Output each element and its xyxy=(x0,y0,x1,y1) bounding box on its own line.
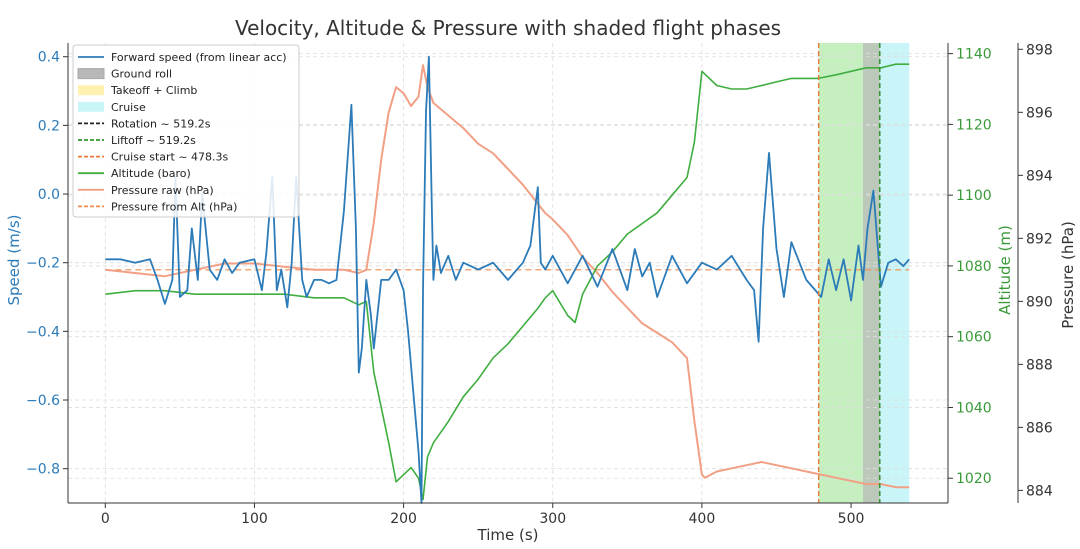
plot-frame xyxy=(67,43,1019,504)
x-tick-label: 100 xyxy=(241,511,268,527)
legend-label: Forward speed (from linear acc) xyxy=(111,51,287,64)
pressure-tick-label: 894 xyxy=(1026,168,1053,184)
legend-item: Ground roll xyxy=(77,68,172,81)
legend: Forward speed (from linear acc) Ground ro… xyxy=(72,44,300,218)
legend-label: Rotation ~ 519.2s xyxy=(111,117,211,130)
legend-item: Pressure from Alt (hPa) xyxy=(78,200,237,213)
speed-tick-label: −0.6 xyxy=(26,393,60,409)
series xyxy=(105,55,910,504)
altitude-tick-label: 1020 xyxy=(956,471,992,487)
speed-tick-label: 0.4 xyxy=(38,50,60,66)
series-pressure-raw xyxy=(105,64,910,489)
speed-tick-label: −0.2 xyxy=(26,256,60,272)
altitude-tick-label: 1080 xyxy=(956,259,992,275)
legend-box xyxy=(72,44,300,218)
legend-label: Altitude (baro) xyxy=(111,167,191,180)
x-axis: 0 100 200 300 400 500 xyxy=(101,503,865,527)
phase-markers xyxy=(817,43,881,503)
speed-tick-label: 0.0 xyxy=(38,187,60,203)
pressure-tick-label: 890 xyxy=(1026,294,1053,310)
legend-item: Cruise xyxy=(78,101,146,114)
legend-item: Liftoff ~ 519.2s xyxy=(78,134,196,147)
x-tick-label: 400 xyxy=(689,511,716,527)
legend-label: Takeoff + Climb xyxy=(110,84,197,97)
altitude-axis: 1020 1040 1060 1080 1100 1120 1140 xyxy=(948,47,992,487)
legend-swatch xyxy=(77,68,105,80)
pressure-axis-label: Pressure (hPa) xyxy=(1059,221,1077,329)
altitude-tick-label: 1120 xyxy=(956,117,992,133)
altitude-tick-label: 1060 xyxy=(956,330,992,346)
legend-item: Pressure raw (hPa) xyxy=(78,184,214,197)
series-altitude xyxy=(105,63,910,501)
pressure-tick-label: 892 xyxy=(1026,231,1053,247)
altitude-tick-label: 1140 xyxy=(956,47,992,63)
legend-item: Cruise start ~ 478.3s xyxy=(78,151,229,164)
altitude-tick-label: 1100 xyxy=(956,188,992,204)
altitude-tick-label: 1040 xyxy=(956,400,992,416)
legend-label: Pressure raw (hPa) xyxy=(111,184,214,197)
speed-tick-label: −0.8 xyxy=(26,462,60,478)
legend-item: Altitude (baro) xyxy=(78,167,191,180)
pressure-tick-label: 884 xyxy=(1026,483,1053,499)
pressure-axis: 884 886 888 890 892 894 896 898 xyxy=(1018,42,1053,499)
speed-tick-label: 0.2 xyxy=(38,118,60,134)
legend-label: Ground roll xyxy=(111,68,172,81)
pressure-tick-label: 896 xyxy=(1026,105,1053,121)
phase-shading xyxy=(818,43,910,503)
legend-swatch xyxy=(78,101,104,112)
altitude-axis-label: Altitude (m) xyxy=(996,225,1014,315)
legend-item: Takeoff + Climb xyxy=(78,84,197,97)
x-tick-label: 200 xyxy=(390,511,417,527)
legend-label: Liftoff ~ 519.2s xyxy=(111,134,196,147)
speed-axis-label: Speed (m/s) xyxy=(5,215,23,306)
x-tick-label: 300 xyxy=(539,511,566,527)
legend-item: Forward speed (from linear acc) xyxy=(78,51,287,64)
chart-title: Velocity, Altitude & Pressure with shade… xyxy=(235,16,781,40)
series-forward-speed xyxy=(105,55,910,504)
speed-tick-label: −0.4 xyxy=(26,324,60,340)
x-axis-label: Time (s) xyxy=(477,526,539,544)
x-tick-label: 0 xyxy=(101,511,110,527)
phase-ground-roll xyxy=(862,43,880,503)
legend-swatch xyxy=(78,85,104,96)
pressure-tick-label: 898 xyxy=(1026,42,1053,58)
legend-label: Pressure from Alt (hPa) xyxy=(111,200,237,213)
pressure-tick-label: 888 xyxy=(1026,357,1053,373)
pressure-tick-label: 886 xyxy=(1026,420,1053,436)
legend-label: Cruise xyxy=(111,101,146,114)
x-tick-label: 500 xyxy=(838,511,865,527)
legend-item: Rotation ~ 519.2s xyxy=(78,117,211,130)
legend-label: Cruise start ~ 478.3s xyxy=(111,151,229,164)
speed-axis: −0.8 −0.6 −0.4 −0.2 0.0 0.2 0.4 xyxy=(26,50,68,478)
